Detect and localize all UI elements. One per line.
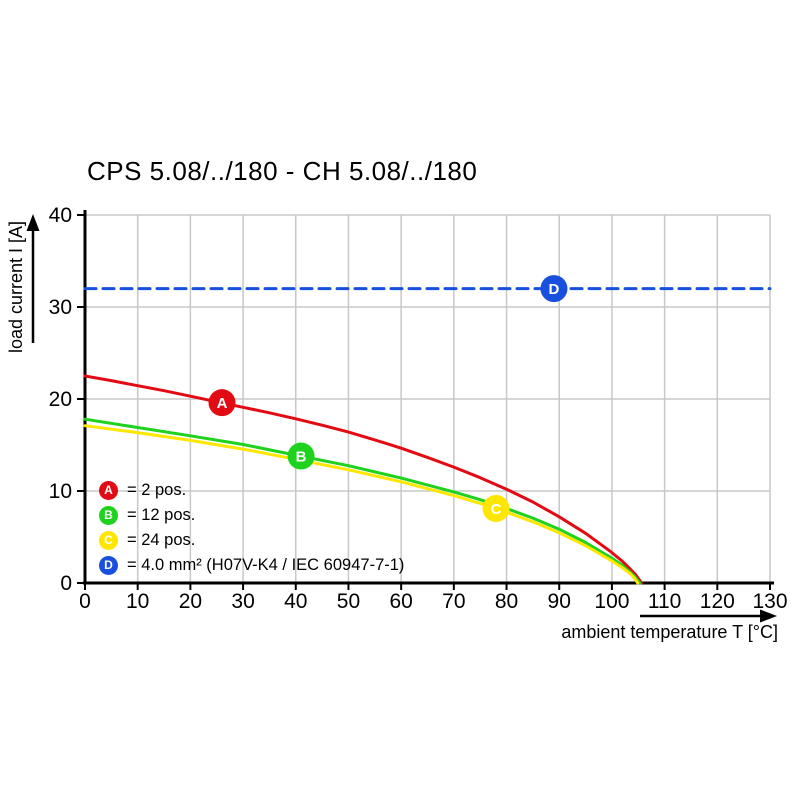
- y-tick-label: 10: [49, 480, 72, 503]
- x-tick-label: 110: [648, 590, 681, 613]
- chart-title: CPS 5.08/../180 - CH 5.08/../180: [87, 156, 478, 186]
- x-tick-label: 50: [337, 590, 360, 613]
- x-tick-label: 90: [548, 590, 571, 613]
- legend-item-c: C = 24 pos.: [99, 528, 404, 553]
- legend-item-a: A = 2 pos.: [99, 478, 404, 503]
- x-axis-arrow-icon: [640, 609, 777, 623]
- x-tick-label: 40: [284, 590, 307, 613]
- x-tick-label: 100: [594, 590, 629, 613]
- legend-label-c: = 24 pos.: [127, 531, 196, 549]
- x-tick-label: 30: [231, 590, 254, 613]
- legend-label-b: = 12 pos.: [127, 506, 196, 524]
- x-tick-label: 80: [495, 590, 518, 613]
- x-tick-label: 60: [389, 590, 412, 613]
- marker-b-circle: [287, 442, 315, 470]
- marker-a-circle: [208, 389, 236, 417]
- y-tick-label: 40: [49, 204, 72, 227]
- marker-c: C: [482, 494, 510, 522]
- marker-c-letter: C: [491, 501, 502, 518]
- legend-label-d: = 4.0 mm² (H07V-K4 / IEC 60947-7-1): [127, 556, 405, 574]
- x-tick-label: 10: [126, 590, 149, 613]
- legend-marker-a-icon: A: [99, 481, 118, 500]
- x-tick-label: 20: [179, 590, 202, 613]
- marker-b: B: [287, 442, 315, 470]
- curve-a: [83, 374, 643, 585]
- marker-a-letter: A: [217, 395, 228, 412]
- legend-label-a: = 2 pos.: [127, 481, 187, 499]
- x-axis-label: ambient temperature T [°C]: [561, 622, 778, 642]
- x-tick-label: 70: [442, 590, 465, 613]
- marker-a: A: [208, 389, 236, 417]
- marker-d-letter: D: [549, 281, 560, 298]
- x-tick-label: 0: [79, 590, 91, 613]
- legend-marker-b-icon: B: [99, 506, 118, 525]
- y-tick-label: 30: [49, 296, 72, 319]
- legend-marker-d-icon: D: [99, 556, 118, 575]
- legend-marker-c-icon: C: [99, 531, 118, 550]
- marker-d-circle: [540, 275, 568, 303]
- marker-c-circle: [482, 494, 510, 522]
- y-axis-arrow-icon: [26, 214, 40, 343]
- x-tick-label: 130: [752, 590, 787, 613]
- legend-item-b: B = 12 pos.: [99, 503, 404, 528]
- marker-b-letter: B: [296, 449, 307, 466]
- chart-legend: A = 2 pos. B = 12 pos. C = 24 pos. D = 4…: [99, 478, 404, 578]
- y-tick-label: 0: [60, 572, 72, 595]
- x-tick-label: 120: [700, 590, 735, 613]
- marker-d: D: [540, 275, 568, 303]
- legend-item-d: D = 4.0 mm² (H07V-K4 / IEC 60947-7-1): [99, 553, 404, 578]
- y-tick-label: 20: [49, 388, 72, 411]
